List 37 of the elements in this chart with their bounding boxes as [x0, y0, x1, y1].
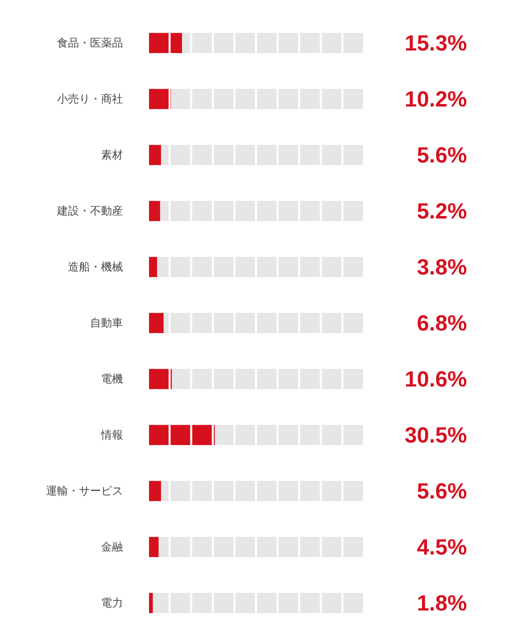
bar — [149, 32, 182, 54]
bar — [214, 424, 365, 446]
y-tick-label: 金融 — [101, 540, 123, 554]
data-label: 5.2% — [416, 198, 467, 224]
data-label: 10.6% — [404, 366, 467, 392]
data-label: 3.8% — [416, 254, 467, 280]
y-tick-label: 造船・機械 — [68, 260, 123, 274]
bar — [149, 368, 172, 390]
y-tick-label: 建設・不動産 — [56, 204, 123, 218]
bar — [149, 200, 160, 222]
bar — [149, 536, 159, 558]
data-label: 5.6% — [416, 142, 467, 168]
y-tick-label: 素材 — [101, 148, 123, 162]
y-tick-label: 運輸・サービス — [46, 484, 123, 498]
bar — [158, 536, 365, 558]
y-tick-label: 電力 — [101, 596, 123, 610]
data-label: 6.8% — [416, 310, 467, 336]
data-label: 10.2% — [404, 86, 467, 112]
data-label: 15.3% — [404, 30, 467, 56]
bar — [149, 88, 172, 110]
bar — [171, 88, 365, 110]
y-tick-label: 自動車 — [90, 316, 123, 330]
y-tick-label: 食品・医薬品 — [57, 36, 123, 50]
y-tick-label: 小売り・商社 — [57, 92, 123, 106]
data-label: 5.6% — [416, 478, 467, 504]
bar — [149, 480, 162, 502]
bar — [157, 256, 365, 278]
data-label: 30.5% — [404, 422, 467, 448]
data-label: 4.5% — [416, 534, 467, 560]
data-label: 1.8% — [416, 590, 467, 616]
bar — [149, 256, 158, 278]
bar — [149, 424, 215, 446]
y-tick-label: 電機 — [101, 372, 123, 386]
bar — [149, 144, 162, 166]
bar — [149, 592, 153, 614]
y-tick-label: 情報 — [100, 428, 123, 442]
bar — [149, 312, 164, 334]
